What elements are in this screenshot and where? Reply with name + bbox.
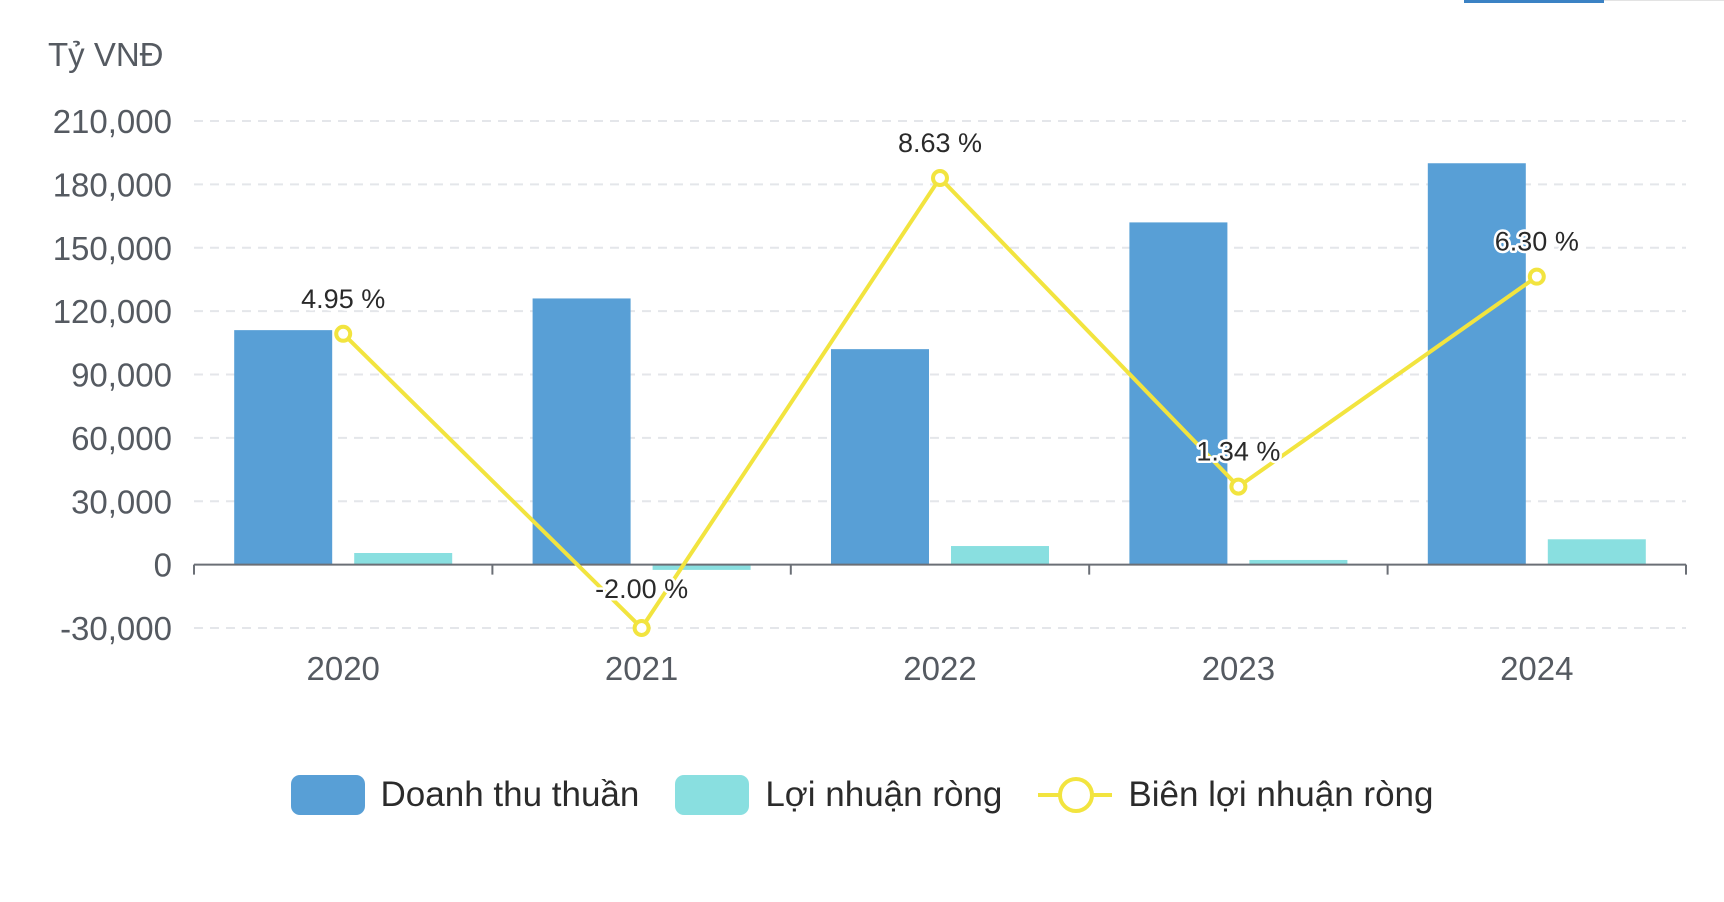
legend-line-marker-icon (1038, 775, 1113, 815)
bar-net-profit (1547, 539, 1646, 565)
margin-point (334, 324, 353, 343)
x-tick-label: 2021 (605, 650, 678, 687)
x-tick-label: 2022 (903, 650, 976, 687)
bar-revenue (831, 349, 929, 565)
legend-swatch-net-profit (675, 775, 750, 815)
legend-item-net-profit[interactable]: Lợi nhuận ròng (675, 775, 1002, 815)
bar-revenue (1427, 163, 1526, 565)
x-tick-label: 2023 (1202, 650, 1275, 687)
margin-line (334, 169, 1546, 637)
margin-point (632, 619, 651, 637)
margin-point (1229, 477, 1248, 496)
margin-point (1527, 267, 1546, 286)
y-axis-unit-label: Tỷ VNĐ (48, 36, 164, 73)
bar-revenue (1129, 222, 1228, 565)
y-tick-label: 180,000 (53, 166, 172, 203)
y-tick-label: 30,000 (71, 483, 172, 520)
x-axis: 2020 2021 2022 2023 2024 (193, 563, 1687, 687)
y-axis-ticks: 210,000 180,000 150,000 120,000 90,000 60,000… (53, 103, 172, 647)
combo-chart: Tỷ VNĐ 210,000 180,000 150,000 120,000 90,00… (48, 36, 1687, 687)
bar-revenue (532, 298, 631, 565)
y-tick-label: 60,000 (71, 420, 172, 457)
margin-point (931, 169, 949, 188)
legend-label-revenue: Doanh thu thuần (380, 775, 640, 814)
x-tick-label: 2024 (1500, 650, 1573, 687)
y-tick-label: -30,000 (60, 610, 172, 647)
bar-net-profit (652, 564, 751, 570)
legend-item-net-margin[interactable]: Biên lợi nhuận ròng (1038, 775, 1433, 815)
y-tick-label: 0 (154, 547, 172, 584)
legend-swatch-revenue (290, 775, 365, 815)
bar-net-profit (951, 546, 1049, 565)
margin-data-label: 4.95 % (301, 284, 385, 314)
data-labels: 4.95 % -2.00 % 8.63 % 1.34 % 6.30 % (299, 126, 1582, 607)
legend: Doanh thu thuần Lợi nhuận ròng Biên lợi … (0, 775, 1724, 815)
legend-label-net-profit: Lợi nhuận ròng (765, 775, 1003, 814)
y-tick-label: 150,000 (53, 230, 172, 267)
margin-data-label: 6.30 % (1495, 227, 1579, 257)
x-tick-label: 2020 (306, 650, 379, 687)
bar-net-profit (1249, 559, 1348, 565)
legend-item-revenue[interactable]: Doanh thu thuần (290, 775, 640, 815)
margin-data-label: 1.34 % (1196, 437, 1280, 467)
gridlines (194, 120, 1686, 629)
tab-active-indicator[interactable] (1464, 0, 1604, 3)
bars (234, 163, 1646, 570)
margin-data-label: 8.63 % (898, 128, 982, 158)
margin-data-label: -2.00 % (595, 574, 688, 604)
margin-polyline (341, 176, 1538, 630)
y-tick-label: 90,000 (71, 357, 172, 394)
legend-label-net-margin: Biên lợi nhuận ròng (1128, 775, 1434, 814)
y-tick-label: 120,000 (53, 293, 172, 330)
bar-net-profit (354, 553, 453, 565)
y-tick-label: 210,000 (53, 103, 172, 140)
bar-revenue (234, 330, 333, 565)
tab-underline (1604, 0, 1724, 1)
